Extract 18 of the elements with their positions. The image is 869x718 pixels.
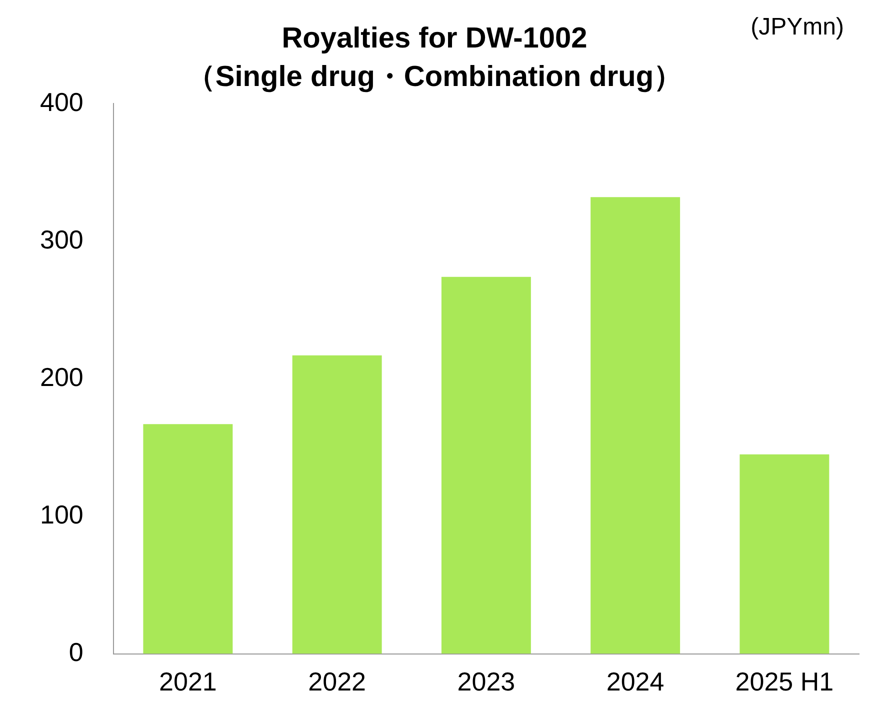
x-tick-label: 2024 xyxy=(606,666,664,697)
bar xyxy=(441,276,531,654)
x-tick-label: 2023 xyxy=(457,666,516,697)
y-tick-label: 400 xyxy=(40,86,84,117)
chart-title: Royalties for DW-1002 xyxy=(282,22,588,54)
x-tick-label: 2022 xyxy=(308,666,366,697)
y-tick-label: 300 xyxy=(40,224,84,254)
x-tick-label: 2021 xyxy=(159,666,217,697)
y-tick-label: 200 xyxy=(40,362,84,392)
bar xyxy=(740,454,830,654)
y-tick-label: 0 xyxy=(68,636,84,667)
bar xyxy=(590,197,680,654)
y-axis-title: (JPYmn) xyxy=(750,14,844,41)
bar xyxy=(143,424,233,654)
bar xyxy=(292,355,382,654)
y-tick-label: 100 xyxy=(40,499,84,530)
x-tick-label: 2025 H1 xyxy=(735,666,834,697)
chart-subtitle: （Single drug・Combination drug） xyxy=(186,61,683,94)
